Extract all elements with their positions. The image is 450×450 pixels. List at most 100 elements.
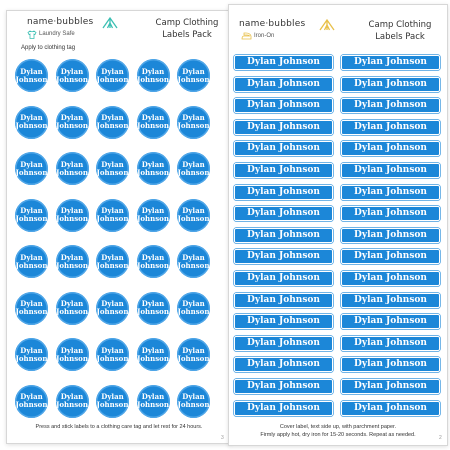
- label-first-name: Dylan: [20, 113, 43, 122]
- iron-on-name-label: Dylan Johnson: [341, 76, 440, 92]
- label-first-name: Dylan: [60, 66, 84, 76]
- label-last-name: Johnson: [15, 214, 48, 223]
- label-first-name: Dylan: [182, 113, 205, 122]
- label-first-name: Dylan: [101, 252, 124, 262]
- iron-on-name-label: Dylan Johnson: [341, 400, 440, 416]
- iron-on-name-label: Dylan Johnson: [341, 249, 440, 265]
- label-last-name: Johnson: [15, 74, 48, 84]
- round-name-label: Dylan Johnson: [177, 105, 210, 139]
- round-name-label: Dylan Johnson: [96, 198, 129, 232]
- label-first-name: Dylan: [101, 299, 124, 308]
- round-name-label: Dylan Johnson: [177, 198, 210, 232]
- brand-name: name·bubbles: [239, 19, 306, 29]
- label-first-name: Dylan: [141, 159, 165, 169]
- round-name-label: Dylan Johnson: [15, 338, 48, 371]
- label-last-name: Johnson: [56, 353, 88, 363]
- round-name-label: Dylan Johnson: [15, 245, 48, 278]
- round-name-label: Dylan Johnson: [55, 152, 89, 185]
- iron-icon: [241, 32, 252, 40]
- label-last-name: Johnson: [137, 307, 169, 316]
- label-first-name: Dylan: [182, 159, 205, 169]
- label-last-name: Johnson: [56, 121, 88, 130]
- label-last-name: Johnson: [137, 167, 169, 177]
- label-last-name: Johnson: [56, 74, 88, 84]
- label-last-name: Johnson: [137, 353, 169, 363]
- round-name-label: Dylan Johnson: [177, 245, 210, 278]
- label-first-name: Dylan: [101, 66, 124, 76]
- iron-on-name-label: Dylan Johnson: [234, 119, 333, 135]
- round-name-label: Dylan Johnson: [136, 338, 170, 371]
- round-name-label: Dylan Johnson: [136, 245, 170, 278]
- label-first-name: Dylan: [182, 66, 205, 76]
- label-last-name: Johnson: [15, 121, 48, 130]
- label-first-name: Dylan: [141, 392, 165, 401]
- iron-on-name-label: Dylan Johnson: [234, 314, 333, 330]
- iron-on-name-label: Dylan Johnson: [341, 227, 440, 243]
- label-first-name: Dylan: [101, 345, 124, 355]
- round-name-label: Dylan Johnson: [15, 105, 48, 139]
- pack-title: Camp Clothing Labels Pack: [359, 19, 441, 43]
- iron-on-name-label: Dylan Johnson: [234, 141, 333, 157]
- iron-on-name-label: Dylan Johnson: [234, 379, 333, 394]
- label-last-name: Johnson: [177, 214, 210, 223]
- round-name-label: Dylan Johnson: [96, 105, 129, 139]
- round-name-label: Dylan Johnson: [55, 245, 89, 278]
- label-first-name: Dylan: [60, 392, 84, 401]
- label-first-name: Dylan: [182, 252, 205, 262]
- round-name-label: Dylan Johnson: [136, 384, 170, 418]
- label-last-name: Johnson: [56, 307, 88, 316]
- subtitle: Laundry Safe: [39, 31, 75, 37]
- apply-instruction: Apply to clothing tag: [21, 45, 76, 51]
- label-first-name: Dylan: [60, 159, 84, 169]
- label-last-name: Johnson: [56, 167, 88, 177]
- label-last-name: Johnson: [137, 214, 169, 223]
- label-last-name: Johnson: [96, 74, 129, 84]
- label-last-name: Johnson: [96, 353, 129, 363]
- iron-on-name-label: Dylan Johnson: [234, 76, 333, 92]
- round-name-label: Dylan Johnson: [15, 384, 48, 418]
- label-last-name: Johnson: [177, 121, 210, 130]
- label-first-name: Dylan: [60, 113, 84, 122]
- label-last-name: Johnson: [15, 260, 48, 270]
- round-name-label: Dylan Johnson: [136, 59, 170, 92]
- label-first-name: Dylan: [182, 206, 205, 215]
- pack-title: Camp Clothing Labels Pack: [147, 17, 227, 41]
- iron-on-name-label: Dylan Johnson: [341, 379, 440, 394]
- label-last-name: Johnson: [177, 167, 210, 177]
- label-first-name: Dylan: [141, 206, 165, 215]
- label-first-name: Dylan: [182, 345, 205, 355]
- pack-title-line2: Labels Pack: [375, 32, 425, 42]
- laundry-safe-label-sheet: name·bubbles Laundry Safe Camp Clothing …: [6, 10, 232, 444]
- round-name-label: Dylan Johnson: [15, 198, 48, 232]
- round-name-label: Dylan Johnson: [177, 384, 210, 418]
- tshirt-icon: [27, 30, 37, 39]
- round-name-label: Dylan Johnson: [55, 198, 89, 232]
- subtitle: Iron-On: [254, 33, 275, 39]
- pack-title-line1: Camp Clothing: [155, 18, 219, 28]
- page-number: 2: [439, 435, 442, 441]
- round-name-label: Dylan Johnson: [177, 291, 210, 325]
- iron-instruction: Cover label, text side up, with parchmen…: [233, 423, 443, 439]
- label-last-name: Johnson: [15, 400, 48, 409]
- page-number: 3: [221, 435, 224, 441]
- round-name-label: Dylan Johnson: [55, 59, 89, 92]
- iron-on-name-label: Dylan Johnson: [234, 292, 333, 308]
- iron-on-name-label: Dylan Johnson: [341, 314, 440, 330]
- iron-on-name-label: Dylan Johnson: [234, 249, 333, 265]
- round-name-label: Dylan Johnson: [96, 291, 129, 325]
- round-name-label: Dylan Johnson: [96, 59, 129, 92]
- label-first-name: Dylan: [141, 299, 165, 308]
- round-name-label: Dylan Johnson: [15, 291, 48, 325]
- label-first-name: Dylan: [60, 345, 84, 355]
- label-first-name: Dylan: [20, 392, 43, 401]
- label-last-name: Johnson: [56, 260, 88, 270]
- round-name-label: Dylan Johnson: [96, 338, 129, 371]
- label-first-name: Dylan: [60, 206, 84, 215]
- iron-on-name-label: Dylan Johnson: [234, 335, 333, 351]
- label-last-name: Johnson: [15, 353, 48, 363]
- label-last-name: Johnson: [137, 260, 169, 270]
- label-last-name: Johnson: [96, 307, 129, 316]
- tent-icon: [319, 19, 335, 31]
- label-last-name: Johnson: [56, 400, 88, 409]
- label-first-name: Dylan: [141, 252, 165, 262]
